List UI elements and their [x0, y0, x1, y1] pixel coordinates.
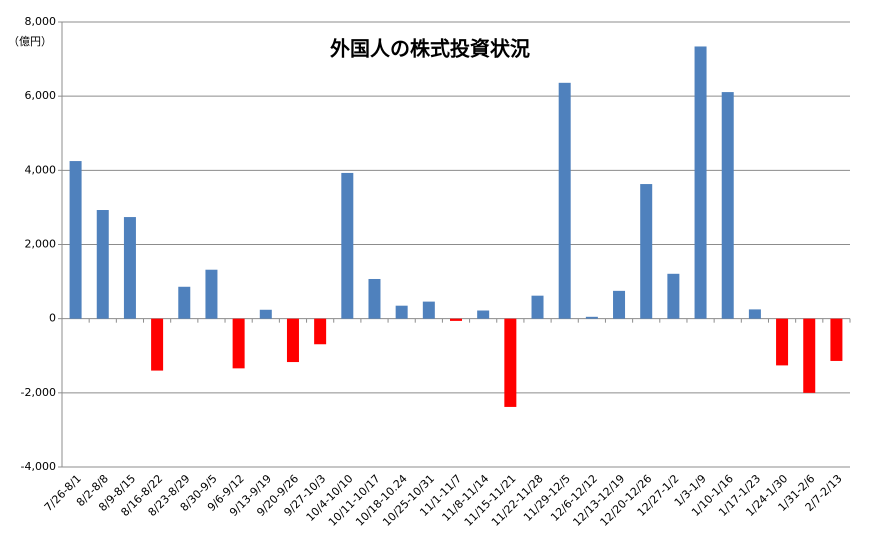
y-tick-label: -4,000	[21, 460, 56, 473]
bar	[830, 318, 843, 361]
bar	[314, 318, 327, 345]
bar	[613, 290, 626, 319]
bar	[151, 318, 164, 371]
chart-title: 外国人の株式投資状況	[330, 37, 530, 61]
bar	[69, 161, 82, 319]
y-tick-label: 0	[49, 312, 56, 325]
y-tick-label: 8,000	[25, 15, 57, 28]
y-tick-label: 6,000	[25, 89, 57, 102]
bar	[422, 301, 435, 319]
bar	[259, 309, 272, 319]
bar	[667, 273, 680, 319]
bar	[205, 269, 218, 319]
y-tick-label: -2,000	[21, 386, 56, 399]
bar	[232, 318, 245, 369]
y-tick-label: 2,000	[25, 238, 57, 251]
bar	[585, 316, 598, 319]
bar	[341, 172, 354, 319]
bar	[640, 184, 653, 319]
bar	[178, 286, 191, 319]
y-tick-label: 4,000	[25, 163, 57, 176]
bar	[96, 210, 109, 319]
bar	[721, 92, 734, 319]
bar	[368, 278, 381, 319]
bar	[286, 318, 299, 363]
x-tick-label: 7/26-8/1	[42, 472, 84, 514]
bar	[450, 318, 462, 321]
bar	[123, 217, 136, 319]
bar	[477, 310, 490, 319]
bar	[803, 318, 816, 393]
bar	[395, 305, 408, 319]
bar	[694, 46, 707, 319]
y-axis-label: （億円）	[8, 35, 52, 48]
bar	[531, 295, 544, 319]
bar	[776, 318, 789, 366]
bar	[558, 82, 571, 319]
bar	[504, 318, 517, 407]
bar	[748, 309, 761, 319]
